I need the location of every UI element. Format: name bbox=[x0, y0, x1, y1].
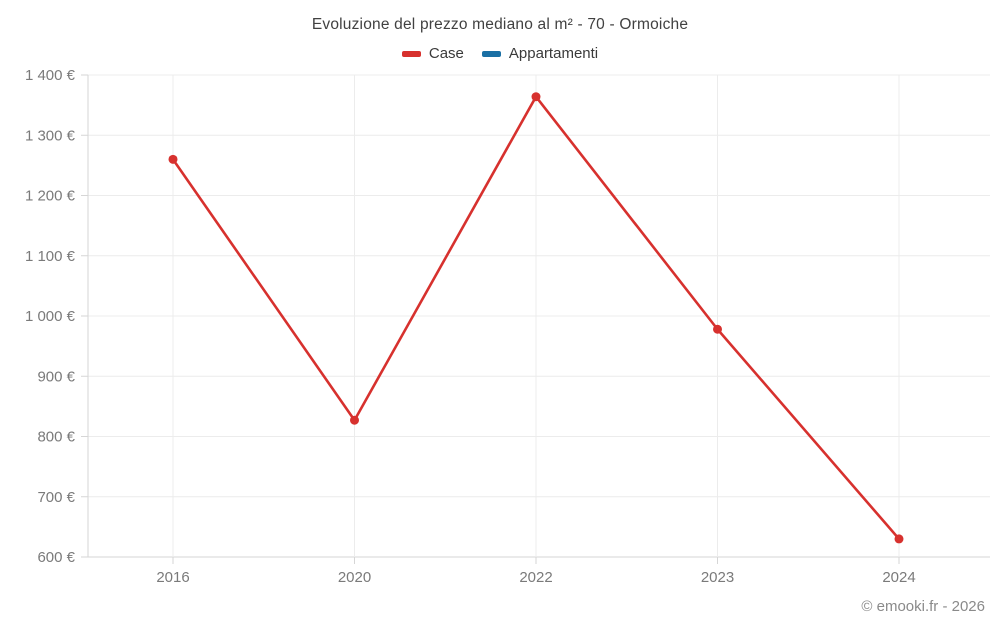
copyright-credit: © emooki.fr - 2026 bbox=[861, 598, 985, 615]
x-axis-label: 2020 bbox=[338, 569, 371, 586]
x-axis-label: 2024 bbox=[882, 569, 915, 586]
legend-item-appartamenti[interactable]: Appartamenti bbox=[481, 45, 599, 62]
y-axis-label: 600 € bbox=[37, 549, 75, 566]
data-point-2024[interactable] bbox=[894, 534, 904, 544]
y-axis-label: 800 € bbox=[37, 429, 75, 446]
legend-label-appartamenti: Appartamenti bbox=[508, 45, 599, 62]
data-point-2020[interactable] bbox=[350, 415, 359, 425]
data-point-2023[interactable] bbox=[713, 324, 722, 334]
y-axis-label: 1 300 € bbox=[25, 127, 76, 144]
legend: Case Appartamenti bbox=[0, 45, 1000, 62]
y-axis-label: 700 € bbox=[37, 489, 75, 506]
x-axis-label: 2016 bbox=[156, 569, 189, 586]
x-axis-label: 2023 bbox=[701, 569, 734, 586]
y-axis-label: 1 000 € bbox=[25, 308, 76, 325]
y-axis-label: 1 400 € bbox=[25, 67, 76, 84]
y-axis-label: 900 € bbox=[37, 368, 75, 385]
chart-title: Evoluzione del prezzo mediano al m² - 70… bbox=[311, 16, 689, 33]
legend-label-case: Case bbox=[428, 45, 464, 62]
y-axis-label: 1 200 € bbox=[25, 188, 76, 205]
y-axis-label: 1 100 € bbox=[25, 248, 76, 265]
data-point-2016[interactable] bbox=[168, 154, 178, 164]
appartamenti-legend-swatch-icon bbox=[481, 50, 501, 57]
legend-item-case[interactable]: Case bbox=[401, 45, 464, 62]
case-legend-swatch-icon bbox=[401, 50, 421, 57]
x-axis-label: 2022 bbox=[519, 569, 552, 586]
data-point-2022[interactable] bbox=[531, 92, 541, 102]
